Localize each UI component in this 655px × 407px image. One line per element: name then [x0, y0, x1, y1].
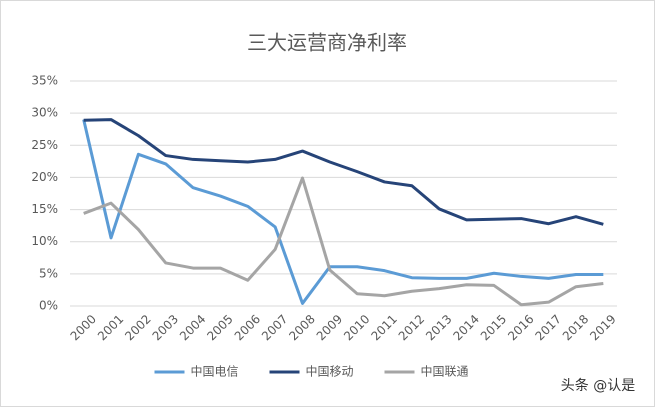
y-tick-label: 25%	[31, 138, 58, 152]
legend-label: 中国联通	[421, 364, 469, 379]
y-tick-label: 10%	[31, 234, 58, 248]
watermark: 头条 @认是	[561, 377, 635, 394]
legend-label: 中国电信	[191, 364, 239, 379]
y-tick-label: 5%	[39, 266, 58, 280]
legend-label: 中国移动	[306, 364, 354, 379]
series-line	[82, 119, 604, 305]
series-line	[83, 118, 604, 226]
y-tick-label: 0%	[39, 299, 58, 313]
y-tick-label: 15%	[31, 202, 58, 216]
y-tick-label: 35%	[31, 74, 58, 88]
y-tick-label: 20%	[31, 170, 58, 184]
y-tick-label: 30%	[31, 106, 58, 120]
series-line	[83, 176, 604, 307]
chart-title: 三大运营商净利率	[247, 31, 407, 55]
